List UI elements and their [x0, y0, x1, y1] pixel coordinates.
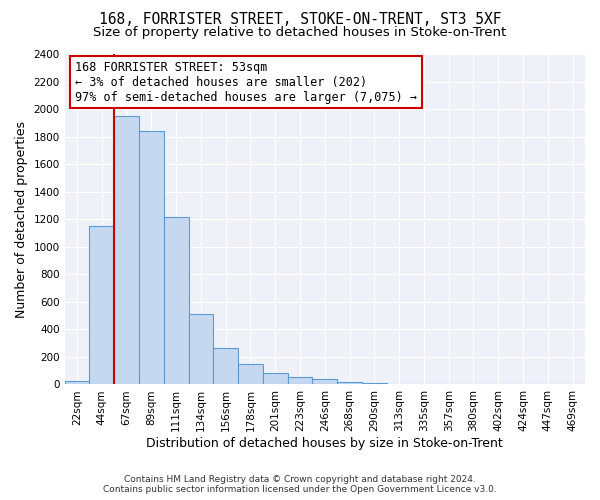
- Text: Size of property relative to detached houses in Stoke-on-Trent: Size of property relative to detached ho…: [94, 26, 506, 39]
- Bar: [238, 364, 263, 384]
- Bar: [313, 379, 337, 384]
- Bar: [188, 314, 214, 384]
- Text: Contains HM Land Registry data © Crown copyright and database right 2024.
Contai: Contains HM Land Registry data © Crown c…: [103, 474, 497, 494]
- Bar: [164, 217, 188, 384]
- Text: 168, FORRISTER STREET, STOKE-ON-TRENT, ST3 5XF: 168, FORRISTER STREET, STOKE-ON-TRENT, S…: [99, 12, 501, 28]
- Bar: [65, 381, 89, 384]
- Y-axis label: Number of detached properties: Number of detached properties: [15, 120, 28, 318]
- Bar: [287, 378, 313, 384]
- Bar: [114, 116, 139, 384]
- Bar: [263, 374, 287, 384]
- Bar: [337, 382, 362, 384]
- Bar: [89, 226, 114, 384]
- X-axis label: Distribution of detached houses by size in Stoke-on-Trent: Distribution of detached houses by size …: [146, 437, 503, 450]
- Bar: [139, 131, 164, 384]
- Bar: [214, 348, 238, 385]
- Text: 168 FORRISTER STREET: 53sqm
← 3% of detached houses are smaller (202)
97% of sem: 168 FORRISTER STREET: 53sqm ← 3% of deta…: [75, 60, 417, 104]
